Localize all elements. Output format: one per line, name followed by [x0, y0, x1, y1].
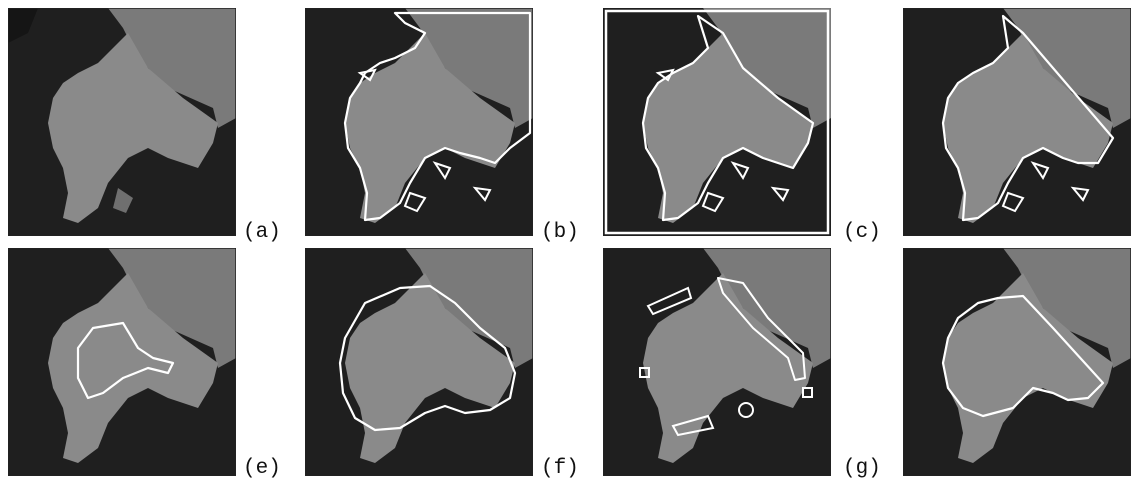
panel-c-image	[603, 8, 831, 236]
panel-d-image	[903, 8, 1131, 236]
panel-b-label: (b)	[541, 221, 579, 244]
panel-c-label: (c)	[843, 221, 881, 244]
panel-f-image	[305, 248, 533, 476]
panel-f-label: (f)	[541, 457, 579, 480]
panel-e-label: (e)	[243, 457, 281, 480]
panel-e-image	[8, 248, 236, 476]
panel-a-label: (a)	[243, 221, 281, 244]
panel-a-image	[8, 8, 236, 236]
panel-h-image	[903, 248, 1131, 476]
panel-g-image	[603, 248, 831, 476]
panel-b-image	[305, 8, 533, 236]
panel-g-label: (g)	[843, 457, 881, 480]
